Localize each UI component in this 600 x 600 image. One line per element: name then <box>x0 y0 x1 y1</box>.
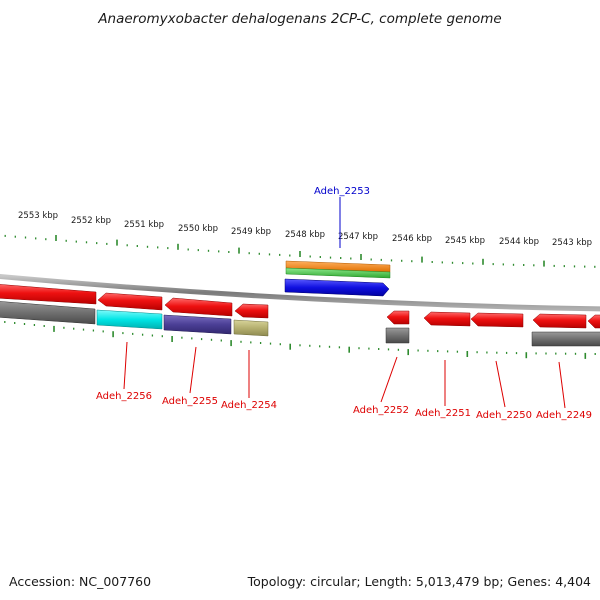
gene-label-adeh-2249[interactable]: Adeh_2249 <box>536 410 592 421</box>
adeh-2251-gene-arrow[interactable] <box>423 311 471 327</box>
kbp-label-2545: 2545 kbp <box>445 236 485 246</box>
genome-summary-text: Topology: circular; Length: 5,013,479 bp… <box>247 574 591 589</box>
outer-feature-track <box>284 260 391 297</box>
genome-backbone <box>0 273 600 312</box>
gene-label-adeh-2252[interactable]: Adeh_2252 <box>353 405 409 416</box>
leader-adeh-2249 <box>558 361 566 409</box>
scale-ticks-inner <box>4 321 596 359</box>
adeh-2250-gene-arrow[interactable] <box>470 312 524 328</box>
kbp-label-2548: 2548 kbp <box>285 230 325 240</box>
adeh-2256-gene-arrow[interactable] <box>0 284 97 305</box>
kbp-label-2550: 2550 kbp <box>178 224 218 234</box>
gene-labels: Adeh_2253 Adeh_2256 Adeh_2255 Adeh_2254 … <box>96 186 592 421</box>
leader-adeh-2250 <box>495 360 506 408</box>
green-cog-feature[interactable] <box>285 267 391 279</box>
cog-color-track <box>0 301 600 347</box>
adeh-2255-gene-arrow[interactable] <box>164 297 233 317</box>
gray-cog-feature-right[interactable] <box>531 331 600 347</box>
gene-track-red <box>0 284 600 329</box>
kbp-label-2544: 2544 kbp <box>499 237 539 247</box>
leader-adeh-2255 <box>189 346 197 394</box>
slate-cog-feature[interactable] <box>163 314 232 335</box>
gene-label-adeh-2253[interactable]: Adeh_2253 <box>314 186 370 197</box>
kbp-label-2547: 2547 kbp <box>338 232 378 242</box>
adeh-2249-gene-arrow[interactable] <box>532 313 587 329</box>
gene-label-adeh-2255[interactable]: Adeh_2255 <box>162 396 218 407</box>
khaki-cog-feature[interactable] <box>233 319 269 337</box>
label-leaders <box>123 197 566 409</box>
adeh-2253-gene-arrow[interactable] <box>284 278 390 297</box>
kbp-label-2552: 2552 kbp <box>71 216 111 226</box>
kbp-label-2543: 2543 kbp <box>552 238 592 248</box>
map-title: Anaeromyxobacter dehalogenans 2CP-C, com… <box>97 11 501 27</box>
adeh-2254-gene-arrow[interactable] <box>234 303 269 319</box>
kbp-label-2549: 2549 kbp <box>231 227 271 237</box>
accession-text: Accession: NC_007760 <box>9 574 151 589</box>
gene-label-adeh-2251[interactable]: Adeh_2251 <box>415 408 471 419</box>
adjacent-gene-arrow[interactable] <box>587 314 600 329</box>
gene-label-adeh-2250[interactable]: Adeh_2250 <box>476 410 532 421</box>
cyan-cog-feature[interactable] <box>96 309 163 330</box>
kbp-label-2546: 2546 kbp <box>392 234 432 244</box>
leader-adeh-2252 <box>380 356 398 403</box>
scale-labels: 2553 kbp 2552 kbp 2551 kbp 2550 kbp 2549… <box>18 211 592 248</box>
kbp-label-2551: 2551 kbp <box>124 220 164 230</box>
gray-cog-feature-mid[interactable] <box>385 327 410 344</box>
adeh-2252-gene-arrow[interactable] <box>386 310 410 325</box>
kbp-label-2553: 2553 kbp <box>18 211 58 221</box>
adeh-2256-gene-arrow-b[interactable] <box>97 292 163 311</box>
gray-cog-feature-left[interactable] <box>0 301 96 325</box>
leader-adeh-2256 <box>123 341 128 390</box>
gene-label-adeh-2256[interactable]: Adeh_2256 <box>96 391 152 402</box>
scale-ticks-outer <box>4 234 596 268</box>
gene-label-adeh-2254[interactable]: Adeh_2254 <box>221 400 277 411</box>
